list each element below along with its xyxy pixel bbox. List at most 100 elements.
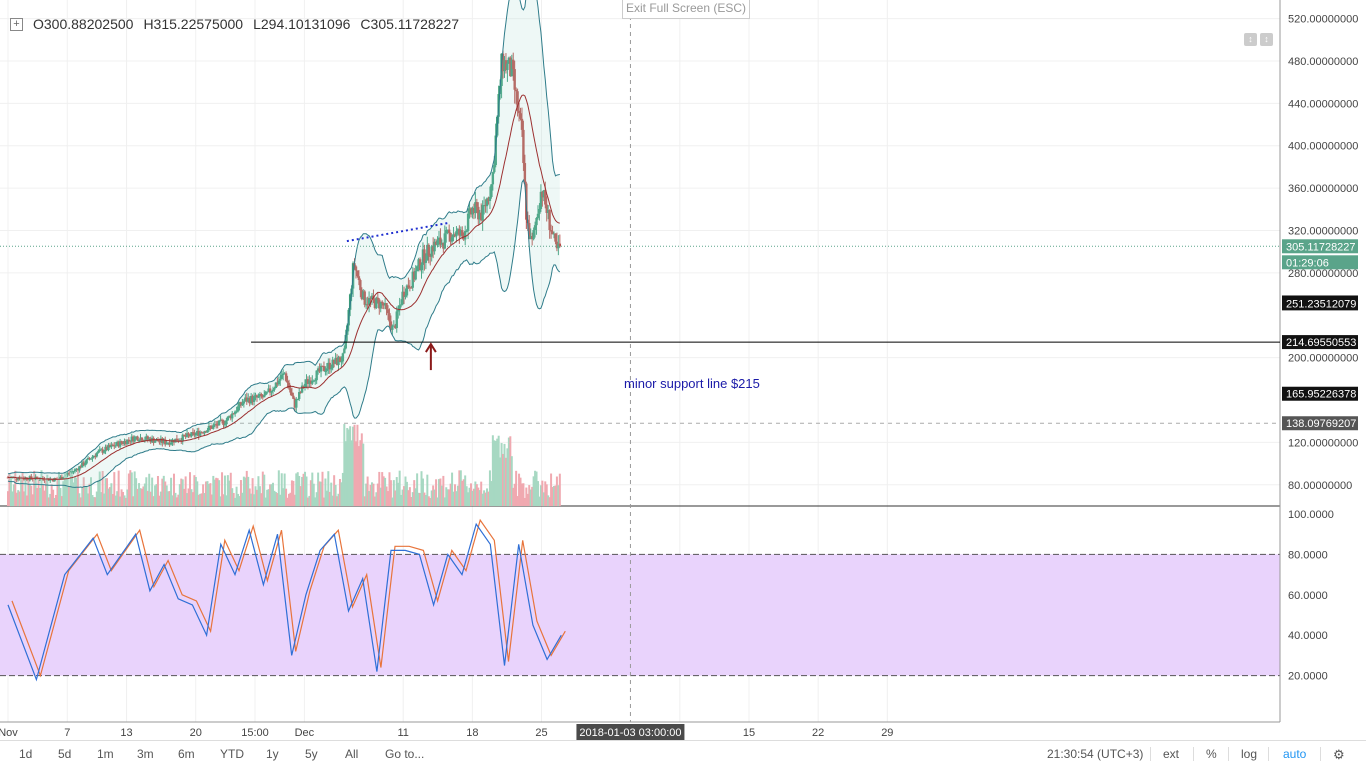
- volume-bar: [274, 492, 277, 506]
- volume-bar: [223, 475, 226, 506]
- range-ytd-button[interactable]: YTD: [220, 747, 244, 761]
- log-toggle[interactable]: log: [1241, 747, 1258, 761]
- volume-bar: [68, 486, 71, 506]
- candle: [532, 230, 535, 240]
- volume-bar: [518, 473, 521, 506]
- candle: [178, 440, 182, 442]
- candle: [137, 440, 141, 442]
- candle: [542, 190, 546, 198]
- candle: [274, 382, 278, 389]
- expand-icon[interactable]: +: [10, 17, 23, 31]
- candle: [60, 476, 64, 480]
- candle: [411, 271, 414, 288]
- volume-bar: [149, 491, 152, 506]
- candle: [110, 444, 113, 448]
- volume-bar: [378, 471, 381, 506]
- range-1d-button[interactable]: 1d: [19, 747, 33, 761]
- range-1y-button[interactable]: 1y: [266, 747, 279, 761]
- gear-icon[interactable]: ⚙: [1333, 747, 1345, 762]
- candle: [423, 249, 426, 263]
- candle: [408, 287, 412, 289]
- stoch-tick-label: 40.0000: [1288, 630, 1328, 642]
- volume-bar: [519, 477, 522, 506]
- volume-bar: [263, 474, 266, 506]
- candle: [366, 304, 369, 306]
- volume-bar: [363, 496, 366, 506]
- volume-bar: [554, 485, 557, 506]
- volume-bar: [440, 485, 443, 506]
- candle: [83, 463, 87, 466]
- volume-bar: [123, 495, 126, 506]
- candle: [426, 244, 429, 261]
- candle: [181, 434, 184, 442]
- percent-toggle[interactable]: %: [1206, 747, 1217, 761]
- volume-bar: [468, 487, 471, 506]
- candle: [72, 471, 75, 473]
- volume-bar: [443, 497, 446, 506]
- volume-bar: [273, 490, 276, 506]
- candle: [517, 110, 521, 114]
- volume-bar: [108, 487, 111, 506]
- candle: [453, 234, 457, 237]
- candle: [263, 394, 266, 398]
- clock: 21:30:54 (UTC+3): [1047, 747, 1144, 761]
- range-5y-button[interactable]: 5y: [305, 747, 318, 761]
- volume-bar: [314, 497, 317, 506]
- candle: [334, 357, 337, 364]
- candle: [459, 230, 463, 236]
- bottom-toolbar: 1d 5d 1m 3m 6m YTD 1y 5y All Go to... 21…: [0, 740, 1366, 769]
- volume-bar: [116, 491, 119, 506]
- candle: [443, 233, 446, 249]
- volume-bar: [203, 493, 206, 506]
- volume-bar: [515, 470, 518, 506]
- candle: [62, 477, 65, 480]
- volume-bar: [226, 475, 229, 506]
- range-all-button[interactable]: All: [345, 747, 359, 761]
- volume-bar: [184, 476, 187, 506]
- exit-fullscreen-button[interactable]: Exit Full Screen (ESC): [622, 0, 750, 19]
- candle: [402, 291, 406, 297]
- volume-bar: [429, 497, 432, 506]
- volume-bar: [271, 482, 274, 506]
- volume-bar: [504, 457, 507, 506]
- price-chart[interactable]: minor support line $215 520.00000000 480.0…: [0, 0, 1366, 740]
- volume-bar: [525, 487, 528, 506]
- volume-bar: [539, 485, 542, 506]
- candle: [268, 388, 272, 393]
- volume-bar: [510, 456, 513, 506]
- candle: [474, 202, 477, 213]
- range-1m-button[interactable]: 1m: [97, 747, 114, 761]
- volume-bar: [277, 470, 280, 506]
- volume-bar: [309, 480, 312, 506]
- candle: [359, 280, 362, 291]
- volume-bar: [171, 495, 174, 506]
- volume-bar: [247, 476, 250, 506]
- volume-bar: [155, 484, 158, 506]
- volume-bar: [250, 493, 253, 506]
- auto-toggle[interactable]: auto: [1283, 747, 1307, 761]
- candle: [113, 445, 116, 447]
- candle: [555, 241, 559, 249]
- range-3m-button[interactable]: 3m: [137, 747, 154, 761]
- candle: [203, 431, 206, 434]
- range-5d-button[interactable]: 5d: [58, 747, 72, 761]
- volume-bar: [490, 481, 493, 506]
- candle: [341, 353, 345, 362]
- candle: [529, 236, 532, 239]
- candle: [70, 471, 74, 473]
- candle: [309, 380, 313, 384]
- time-tick-label: 11: [397, 727, 408, 739]
- arrow-icon[interactable]: ↕: [1260, 33, 1273, 46]
- time-tick-label: 20: [190, 727, 202, 739]
- volume-bar: [40, 470, 43, 506]
- ext-toggle[interactable]: ext: [1163, 747, 1180, 761]
- volume-bar: [472, 488, 475, 506]
- goto-button[interactable]: Go to...: [385, 747, 425, 761]
- volume-bar: [461, 480, 464, 506]
- candle: [140, 437, 144, 441]
- arrow-icon[interactable]: ↕: [1244, 33, 1257, 46]
- candle: [219, 419, 222, 421]
- range-6m-button[interactable]: 6m: [178, 747, 195, 761]
- candle: [182, 434, 186, 436]
- volume-bar: [110, 483, 113, 506]
